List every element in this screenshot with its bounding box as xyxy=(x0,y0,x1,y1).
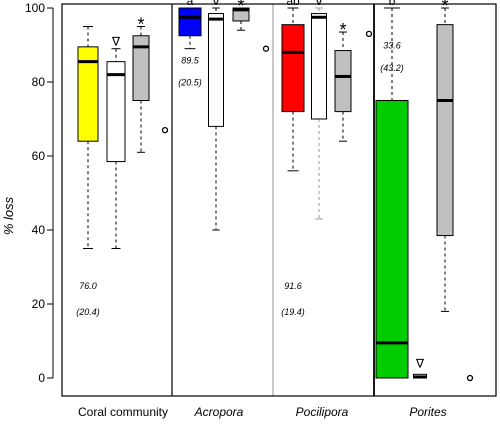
box-plot: * xyxy=(132,15,150,153)
significance-label: * xyxy=(441,0,448,16)
mean-annotation: 91.6 xyxy=(284,281,302,291)
sd-annotation: (20.5) xyxy=(178,78,202,88)
box-plot: * xyxy=(334,20,352,142)
box-plot: ∇ xyxy=(106,35,126,249)
single-point-marker xyxy=(161,126,169,134)
y-tick-label: 20 xyxy=(32,297,46,311)
sd-annotation: (20.4) xyxy=(76,307,100,317)
y-axis: 0 20 40 60 80 100 xyxy=(25,1,54,385)
box-plot: ∇ xyxy=(413,357,427,379)
y-tick-label: 40 xyxy=(32,223,46,237)
box-plot: * xyxy=(232,0,250,31)
y-tick-label: 0 xyxy=(38,371,45,385)
significance-label: ∇ xyxy=(111,35,121,49)
box xyxy=(334,50,352,113)
panel-label: Acropora xyxy=(194,405,244,419)
box xyxy=(106,61,126,163)
significance-label: * xyxy=(137,15,144,35)
single-point-marker xyxy=(365,30,373,38)
y-tick-label: 100 xyxy=(25,1,45,15)
mean-annotation: 76.0 xyxy=(79,281,97,291)
box xyxy=(281,24,305,113)
mean-annotation: 89.5 xyxy=(181,56,200,66)
panel-1: 76.0 (20.4) ∇ * Coral community xyxy=(76,15,169,419)
box-plot: 76.0 (20.4) xyxy=(76,26,100,317)
panel-label: Pocilipora xyxy=(296,405,349,419)
y-tick-label: 80 xyxy=(32,75,46,89)
box-plot: b33.6(43.2) xyxy=(375,0,409,379)
box-plot: ∇ xyxy=(208,0,224,231)
box-plot: ∇ xyxy=(311,0,327,220)
box-plot: a89.5(20.5) xyxy=(178,0,202,88)
y-axis-label: % loss xyxy=(1,196,16,235)
significance-label: * xyxy=(237,0,244,16)
sd-annotation: (43.2) xyxy=(380,63,404,73)
box xyxy=(77,46,99,142)
significance-label: * xyxy=(339,20,346,40)
panel-2: a89.5(20.5)∇ *Acropora xyxy=(178,0,270,419)
sd-annotation: (19.4) xyxy=(281,307,305,317)
panel-label: Coral community xyxy=(78,405,168,419)
box xyxy=(208,13,224,127)
box-plot: * xyxy=(436,0,454,312)
panel-label: Porites xyxy=(409,405,446,419)
y-tick-label: 60 xyxy=(32,149,46,163)
box xyxy=(132,35,150,101)
single-point-marker xyxy=(262,45,270,52)
significance-label: ∇ xyxy=(415,357,425,371)
plot-frame xyxy=(61,3,497,397)
mean-annotation: 33.6 xyxy=(383,41,401,51)
box xyxy=(375,100,409,379)
box xyxy=(178,7,202,37)
box xyxy=(311,13,327,120)
panel-4: b33.6(43.2)∇*Porites xyxy=(375,0,474,419)
box xyxy=(436,24,454,237)
single-point-marker xyxy=(466,374,474,382)
